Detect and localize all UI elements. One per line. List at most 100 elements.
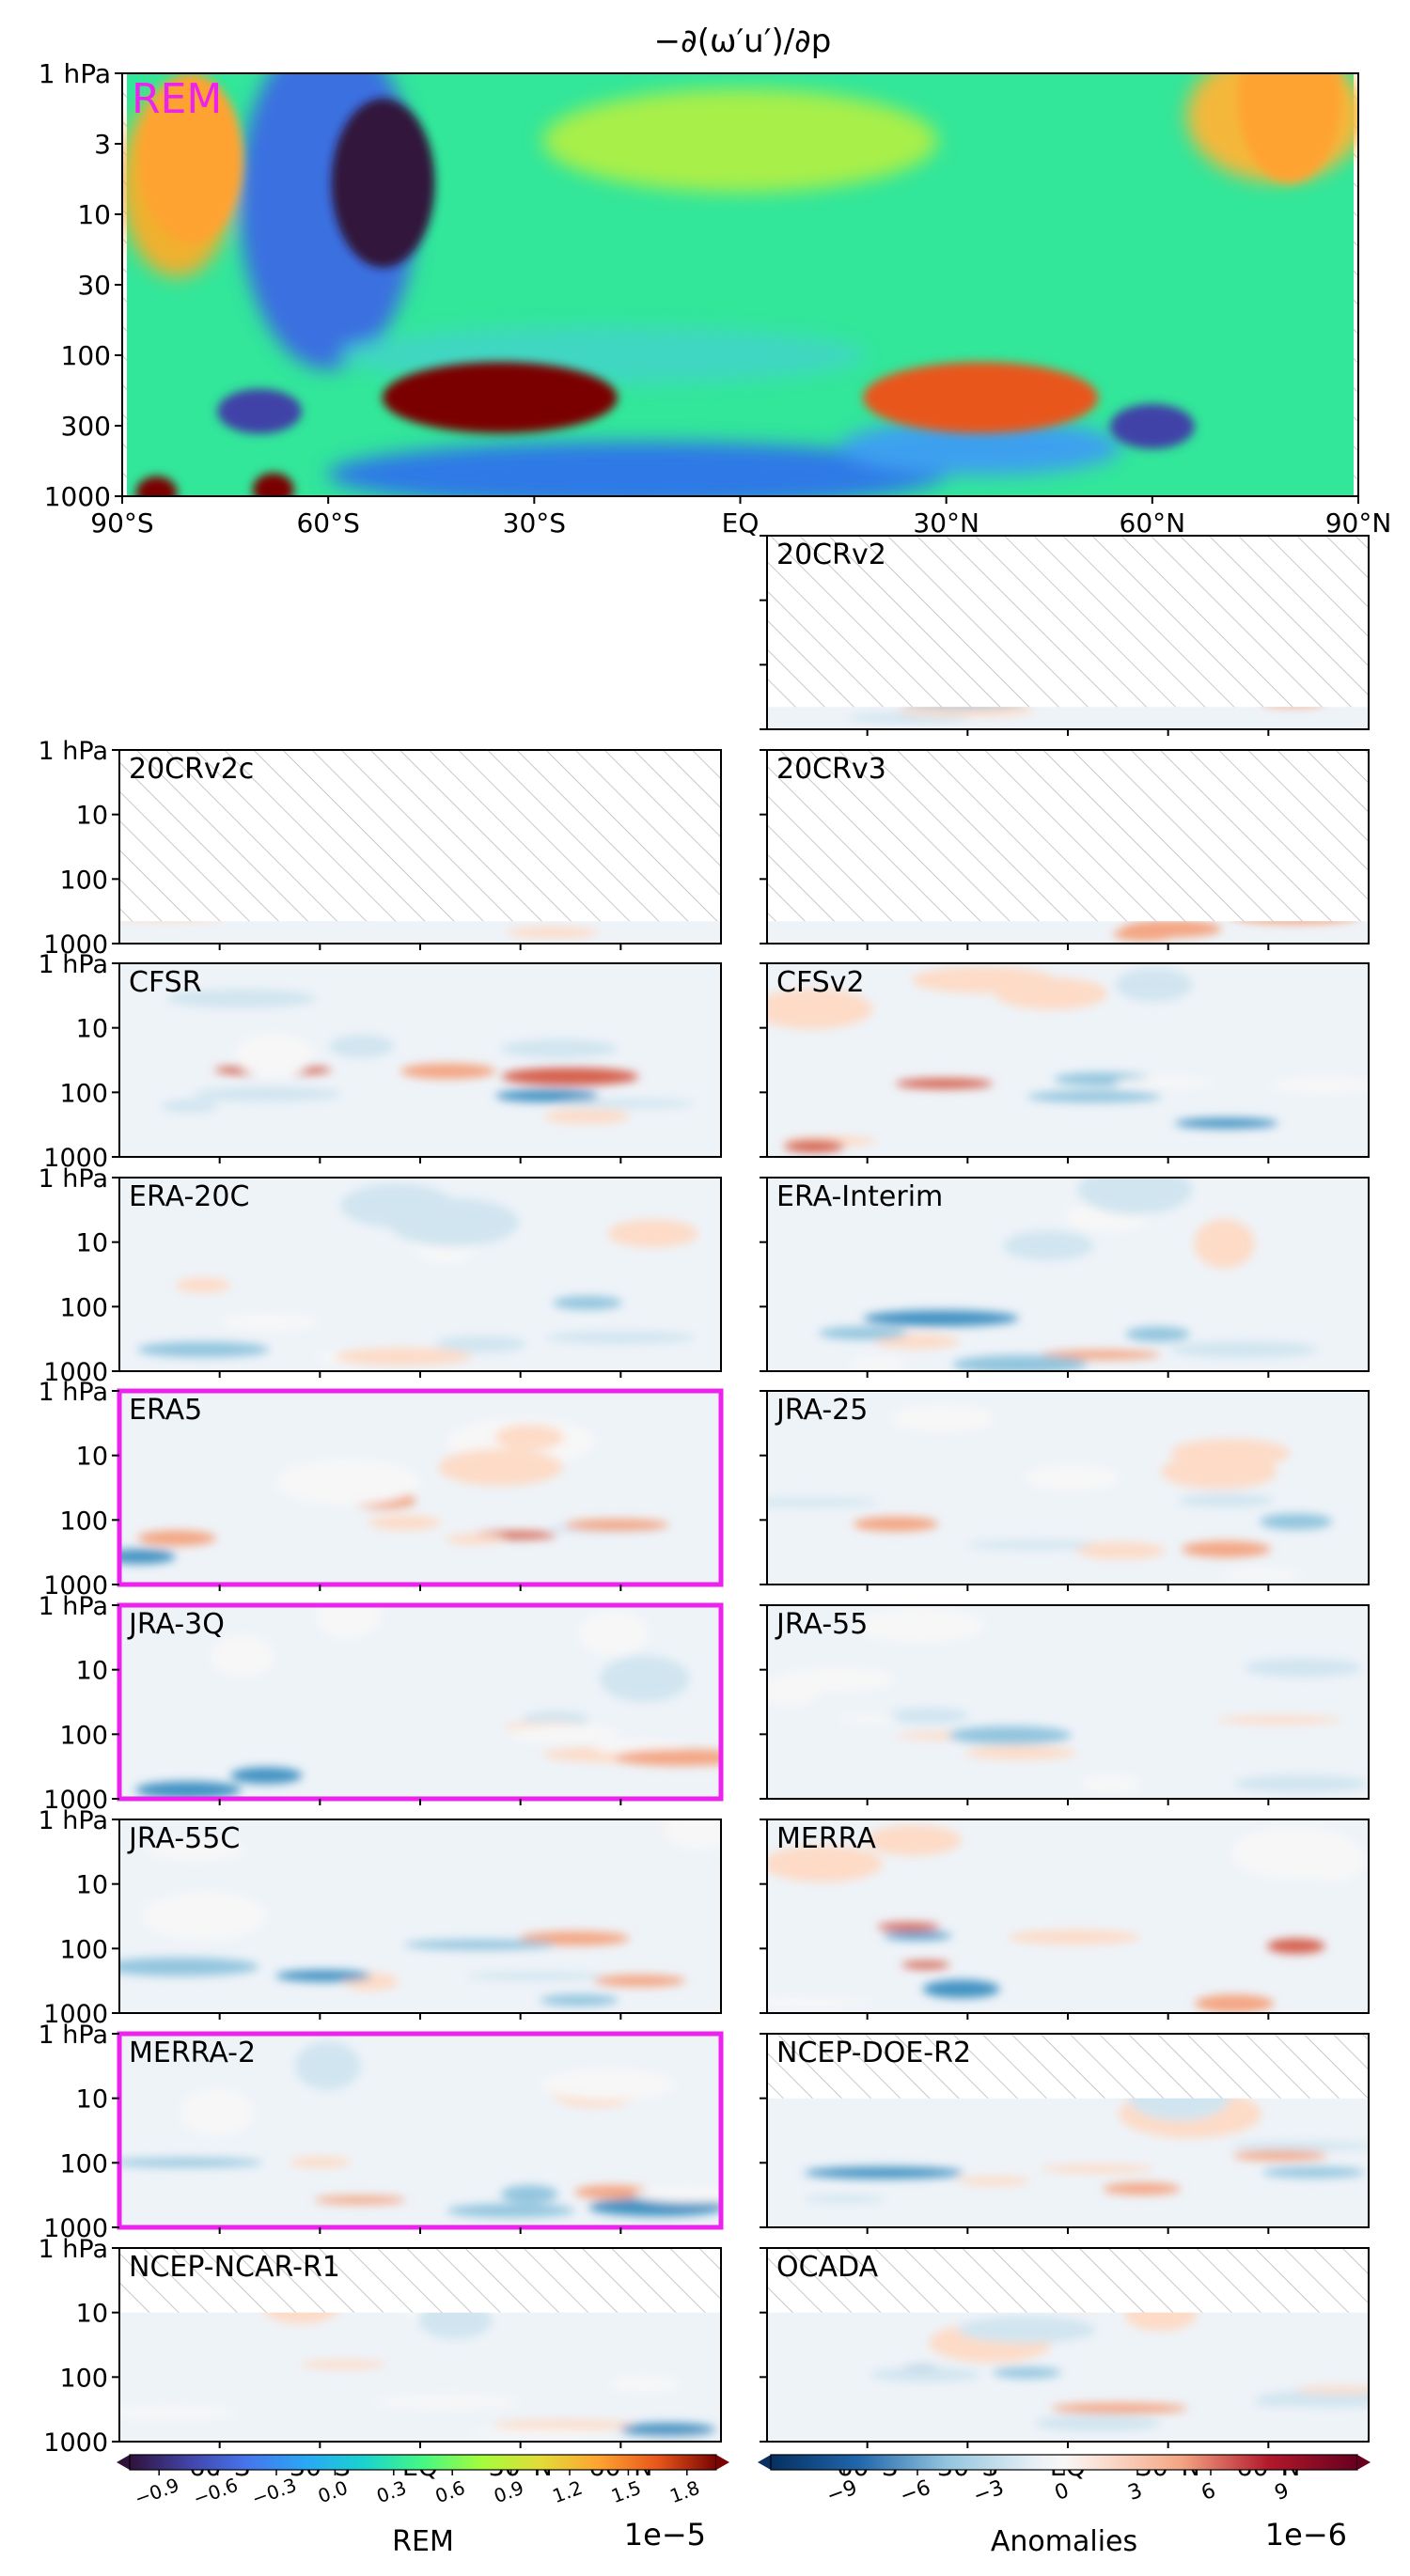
panel-merra-2: MERRA-2 1 hPa 10 100 1000 bbox=[39, 2021, 724, 2243]
colorbar-scale: 1e−5 bbox=[624, 2517, 706, 2553]
panel-ytick: 1 hPa bbox=[39, 737, 109, 766]
anomaly-panel-grid: 20CRv2 20CRv2c 1 hPa 10 100 1000 20CRv3 CFSR 1 h… bbox=[39, 535, 1370, 2482]
panel-ytick: 1000 bbox=[43, 2214, 108, 2243]
panel-missing-data bbox=[767, 2248, 1369, 2313]
panel-ytick: 100 bbox=[59, 1935, 108, 1964]
panel-jra-55c: JRA-55C 1 hPa 10 100 1000 bbox=[39, 1806, 722, 2029]
rem-xtick-2: 30°S bbox=[503, 507, 566, 539]
colorbar-tick: 0 bbox=[1052, 2479, 1073, 2506]
panel-missing-data bbox=[767, 536, 1369, 708]
panel-ytick: 1 hPa bbox=[39, 2235, 109, 2264]
panel-label: NCEP-NCAR-R1 bbox=[129, 2251, 340, 2284]
panel-ytick: 1000 bbox=[43, 2000, 108, 2029]
colorbar-label: REM bbox=[392, 2525, 454, 2558]
panel-ytick: 100 bbox=[59, 1079, 108, 1108]
rem-xtick-5: 60°N bbox=[1120, 507, 1186, 539]
panel-label: CFSv2 bbox=[776, 966, 865, 999]
rem-feature-7 bbox=[135, 476, 178, 496]
rem-feature-5 bbox=[217, 388, 303, 434]
panel-label: JRA-55C bbox=[127, 1822, 240, 1855]
panel-label: ERA-20C bbox=[129, 1180, 249, 1213]
panel-label: ERA5 bbox=[129, 1394, 202, 1427]
rem-ytick-3: 30 bbox=[77, 270, 111, 301]
rem-xtick-3: EQ bbox=[722, 507, 760, 539]
colorbar-scale: 1e−6 bbox=[1265, 2517, 1347, 2553]
panel-jra-55: JRA-55 bbox=[760, 1604, 1370, 1805]
rem-xtick-4: 30°N bbox=[913, 507, 979, 539]
panel-ytick: 10 bbox=[76, 1871, 108, 1900]
panel-era5: ERA5 1 hPa 10 100 1000 bbox=[39, 1378, 724, 1600]
panel-era-interim: ERA-Interim bbox=[760, 1177, 1370, 1378]
rem-ytick-5: 300 bbox=[61, 411, 111, 442]
panel-ytick: 100 bbox=[59, 2364, 108, 2393]
panel-ytick: 10 bbox=[76, 1229, 108, 1258]
rem-ytick-1: 3 bbox=[94, 129, 111, 160]
panel-merra: MERRA bbox=[760, 1819, 1370, 2020]
panel-ytick: 1 hPa bbox=[39, 2021, 109, 2050]
panel-ytick: 1000 bbox=[43, 1144, 108, 1173]
panel-jra-3q: JRA-3Q 1 hPa 10 100 1000 bbox=[39, 1592, 724, 1815]
panel-ytick: 1000 bbox=[43, 1786, 108, 1815]
rem-xtick-1: 60°S bbox=[296, 507, 359, 539]
rem-feature-8 bbox=[252, 473, 294, 496]
rem-ytick-6: 1000 bbox=[44, 481, 111, 512]
colorbar-tick: 3 bbox=[1125, 2479, 1146, 2506]
panel-label: JRA-55 bbox=[775, 1608, 868, 1641]
colorbar-extend-max bbox=[716, 2455, 729, 2470]
colorbar-extend-min bbox=[117, 2455, 130, 2470]
panel-label: 20CRv3 bbox=[776, 753, 886, 786]
panel-label: MERRA bbox=[776, 1822, 876, 1855]
panel-jra-25: JRA-25 bbox=[760, 1390, 1370, 1591]
rem-ytick-4: 100 bbox=[61, 340, 111, 371]
panel-missing-data bbox=[767, 750, 1369, 922]
panel-ytick: 10 bbox=[76, 1443, 108, 1472]
panel-ytick: 1 hPa bbox=[39, 1592, 109, 1621]
rem-field bbox=[122, 73, 1358, 496]
panel-ytick: 1000 bbox=[43, 930, 108, 960]
rem-feature-3 bbox=[382, 362, 618, 434]
panel-ytick: 10 bbox=[76, 802, 108, 831]
panel-missing-data bbox=[767, 2034, 1369, 2099]
rem-ytick-0: 1 hPa bbox=[39, 58, 111, 89]
panel-20crv2c: 20CRv2c 1 hPa 10 100 1000 bbox=[39, 737, 722, 960]
panel-label: NCEP-DOE-R2 bbox=[776, 2037, 971, 2069]
panel-label: OCADA bbox=[776, 2251, 879, 2284]
colorbar-tick: 1.8 bbox=[666, 2476, 702, 2507]
rem-ytick-2: 10 bbox=[77, 199, 111, 230]
panel-20crv2: 20CRv2 bbox=[760, 535, 1370, 736]
rem-feature-4 bbox=[863, 362, 1099, 434]
panel-ytick: 1 hPa bbox=[39, 1806, 109, 1835]
colorbar-tick: −6 bbox=[897, 2476, 933, 2509]
panel-ytick: 10 bbox=[76, 1015, 108, 1044]
panel-ytick: 100 bbox=[59, 866, 108, 895]
panel-ytick: 10 bbox=[76, 2085, 108, 2115]
colorbar-label: Anomalies bbox=[991, 2525, 1137, 2558]
panel-ytick: 1 hPa bbox=[39, 950, 109, 979]
rem-label: REM bbox=[132, 75, 222, 123]
panel-ncep-doe-r2: NCEP-DOE-R2 bbox=[760, 2033, 1370, 2234]
rem-feature-0 bbox=[331, 98, 435, 268]
panel-ytick: 100 bbox=[59, 1507, 108, 1536]
colorbar-body bbox=[770, 2454, 1358, 2471]
rem-feature-2 bbox=[1237, 73, 1341, 183]
panel-cfsv2: CFSv2 bbox=[760, 962, 1370, 1163]
panel-ytick: 100 bbox=[59, 2149, 108, 2178]
panel-label: MERRA-2 bbox=[129, 2037, 256, 2069]
rem-xtick-0: 90°S bbox=[90, 507, 153, 539]
panel-ytick: 10 bbox=[76, 1657, 108, 1686]
panel-ytick: 1000 bbox=[43, 1571, 108, 1600]
colorbar-body bbox=[129, 2454, 717, 2471]
colorbar-tick: 6 bbox=[1198, 2479, 1219, 2506]
panel-missing-data bbox=[119, 750, 721, 922]
colorbar-extend-min bbox=[758, 2455, 771, 2470]
panel-label: 20CRv2 bbox=[776, 539, 886, 571]
colorbar-tick: −0.9 bbox=[132, 2474, 182, 2510]
panel-ytick: 1000 bbox=[43, 1358, 108, 1387]
panel-ytick: 100 bbox=[59, 1293, 108, 1322]
colorbar-tick: 9 bbox=[1272, 2479, 1292, 2506]
